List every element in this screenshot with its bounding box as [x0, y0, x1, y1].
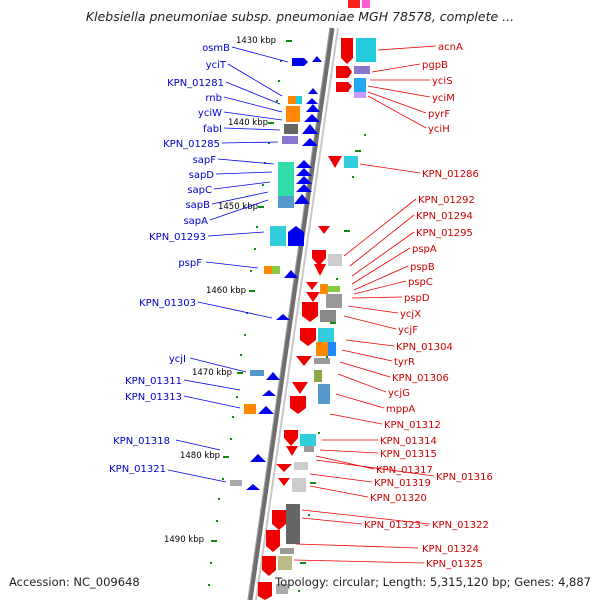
gene-label: KPN_01315	[380, 449, 437, 460]
gene-label: pspA	[412, 244, 437, 255]
gene-label: KPN_01316	[436, 472, 493, 483]
gene-label: KPN_01325	[426, 559, 483, 570]
gene-label: sapC	[187, 185, 212, 196]
gene-label: KPN_01306	[392, 373, 449, 384]
kbp-label: 1480 kbp	[180, 451, 220, 461]
gene-label: KPN_01320	[370, 493, 427, 504]
gene-label: KPN_01318	[113, 436, 170, 447]
gene-label: ycjI	[169, 354, 186, 365]
gene-label: ycjG	[388, 388, 410, 399]
gene-label: rnb	[205, 93, 222, 104]
gene-label: KPN_01323	[364, 520, 421, 531]
gene-label: pspD	[404, 293, 430, 304]
gene-label: pyrF	[428, 109, 450, 120]
gene-label: KPN_01312	[384, 420, 441, 431]
gene-label: fabI	[203, 124, 222, 135]
left-strand-genes	[230, 56, 322, 490]
gene-label: yciT	[206, 60, 227, 71]
gene-label: sapA	[183, 216, 208, 227]
gene-label: sapB	[185, 200, 210, 211]
gene-label: KPN_01292	[418, 195, 475, 206]
kbp-label: 1450 kbp	[218, 202, 258, 212]
gene-separator: –	[424, 520, 429, 531]
gene-label: osmB	[202, 43, 230, 54]
gene-label: ycjX	[400, 309, 421, 320]
kbp-label: 1490 kbp	[164, 535, 204, 545]
gene-label: tyrR	[394, 357, 415, 368]
left-gene-labels: osmB yciT KPN_01281 rnb yciW fabI KPN_01…	[109, 43, 289, 483]
gene-label: KPN_01294	[416, 211, 473, 222]
gene-label: KPN_01321	[109, 464, 166, 475]
kbp-label: 1430 kbp	[236, 36, 276, 46]
gene-label: yciS	[432, 76, 453, 87]
accession-text: Accession: NC_009648	[9, 575, 140, 589]
gene-label: ycjF	[398, 325, 418, 336]
genome-axis	[247, 27, 339, 600]
right-strand-genes	[258, 0, 376, 600]
kbp-label: 1440 kbp	[228, 118, 268, 128]
gene-label: KPN_01293	[149, 232, 206, 243]
gene-label: mppA	[386, 404, 415, 415]
gene-label: sapD	[189, 170, 215, 181]
gene-label: sapF	[193, 155, 217, 166]
kbp-label: 1460 kbp	[206, 286, 246, 296]
gene-label: yciH	[428, 124, 450, 135]
gene-label: KPN_01281	[167, 78, 224, 89]
gene-label: KPN_01285	[163, 139, 220, 150]
gene-label: KPN_01304	[396, 342, 453, 353]
gene-label: KPN_01311	[125, 376, 182, 387]
gene-label: KPN_01286	[422, 169, 479, 180]
gene-label: KPN_01317	[376, 465, 433, 476]
gene-label: pspC	[408, 277, 433, 288]
gene-label: KPN_01324	[422, 544, 479, 555]
gene-label: KPN_01303	[139, 298, 196, 309]
map-title: Klebsiella pneumoniae subsp. pneumoniae …	[85, 9, 515, 24]
topology-summary: Topology: circular; Length: 5,315,120 bp…	[275, 575, 591, 589]
gene-label: KPN_01295	[416, 228, 473, 239]
gene-label: pspF	[178, 258, 202, 269]
gene-label: acnA	[438, 42, 463, 53]
gene-label: yciM	[432, 93, 455, 104]
gene-label: KPN_01314	[380, 436, 437, 447]
kbp-label: 1470 kbp	[192, 368, 232, 378]
gene-label: KPN_01313	[125, 392, 182, 403]
kbp-scale: 1430 kbp 1440 kbp 1450 kbp 1460 kbp 1470…	[164, 36, 276, 545]
gene-label: KPN_01319	[374, 478, 431, 489]
right-gene-labels: acnA pgpB yciS yciM pyrF yciH KPN_01286 …	[293, 42, 493, 570]
gene-label: pspB	[410, 262, 435, 273]
gene-label: pgpB	[422, 60, 448, 71]
gene-label: KPN_01322	[432, 520, 489, 531]
gene-label: yciW	[198, 108, 222, 119]
